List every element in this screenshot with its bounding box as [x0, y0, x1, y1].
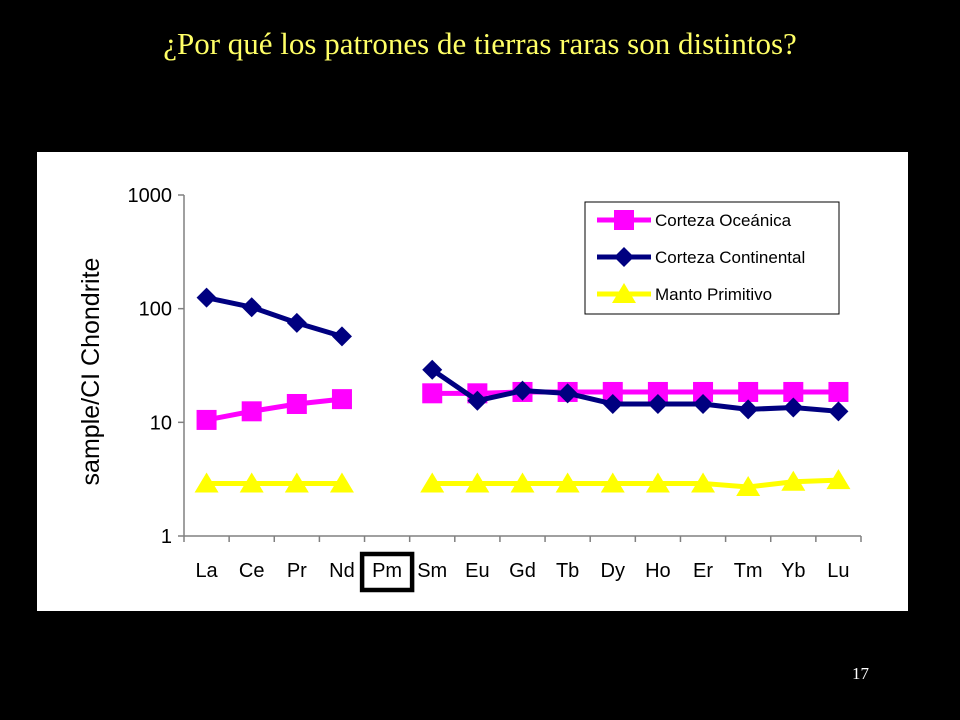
highlight-box	[359, 551, 415, 593]
data-point-manto-primitivo	[736, 475, 761, 496]
x-tick-label: Tm	[734, 560, 763, 582]
data-point-corteza-continental	[467, 390, 488, 411]
x-tick-label: Sm	[417, 560, 447, 582]
data-point-corteza-continental	[512, 380, 533, 401]
data-point-corteza-continental	[738, 399, 759, 420]
data-point-corteza-continental	[647, 393, 668, 414]
data-point-corteza-continental	[331, 326, 352, 347]
data-point-manto-primitivo	[510, 472, 535, 493]
x-tick-label: Tb	[556, 560, 579, 582]
data-point-manto-primitivo	[600, 472, 625, 493]
data-point-corteza-oceanica	[331, 389, 352, 410]
data-point-manto-primitivo	[465, 472, 490, 493]
x-tick-label: Nd	[329, 560, 355, 582]
y-tick-label: 1000	[128, 185, 173, 207]
y-tick-label: 100	[139, 299, 172, 321]
series-line-corteza-oceanica	[206, 396, 343, 423]
data-point-manto-primitivo	[284, 472, 309, 493]
data-point-corteza-oceanica	[602, 381, 623, 402]
data-point-manto-primitivo	[826, 469, 851, 490]
data-point-corteza-oceanica	[693, 381, 714, 402]
legend-entry: Corteza Oceánica	[655, 211, 792, 230]
legend-swatch-marker	[614, 210, 634, 230]
series-line-corteza-oceanica	[432, 389, 839, 396]
legend-entry: Corteza Continental	[655, 248, 805, 267]
data-point-corteza-oceanica	[422, 383, 443, 404]
data-point-corteza-oceanica	[647, 381, 668, 402]
x-tick-label: Lu	[827, 560, 849, 582]
x-tick-label: La	[195, 560, 218, 582]
x-tick-label: Eu	[465, 560, 489, 582]
x-tick-label: Gd	[509, 560, 536, 582]
series-line-corteza-continental	[206, 295, 343, 339]
data-point-manto-primitivo	[691, 472, 716, 493]
chart-panel: 1 10 100 1000 La Ce Pr Nd Pm Sm Eu Gd Tb Dy Ho Er Tm Yb Lu…	[37, 152, 908, 611]
data-point-corteza-continental	[286, 312, 307, 333]
legend-swatch-marker	[614, 247, 634, 267]
x-tick-label: Pm	[372, 560, 402, 582]
data-point-corteza-continental	[196, 287, 217, 308]
data-point-manto-primitivo	[239, 472, 264, 493]
x-tick-label: Er	[693, 560, 713, 582]
data-point-corteza-oceanica	[738, 381, 759, 402]
data-point-manto-primitivo	[329, 472, 354, 493]
legend-swatch-marker	[612, 283, 636, 303]
data-point-corteza-oceanica	[828, 381, 849, 402]
data-point-manto-primitivo	[781, 470, 806, 491]
data-point-corteza-oceanica	[241, 401, 262, 422]
page-number: 17	[852, 664, 869, 683]
data-point-manto-primitivo	[645, 472, 670, 493]
data-point-corteza-oceanica	[196, 409, 217, 430]
data-point-corteza-continental	[557, 383, 578, 404]
y-axis-label: sample/CI Chondrite	[77, 258, 105, 486]
x-tick-label: Dy	[601, 560, 625, 582]
x-tick-label: Pr	[287, 560, 307, 582]
data-point-corteza-continental	[828, 401, 849, 422]
slide-title: ¿Por qué los patrones de tierras raras s…	[163, 26, 797, 61]
series-line-manto-primitivo	[432, 477, 839, 490]
y-tick-label: 10	[150, 412, 172, 434]
ree-chart: 1 10 100 1000 La Ce Pr Nd Pm Sm Eu Gd Tb Dy Ho Er Tm Yb Lu…	[77, 185, 862, 593]
data-point-corteza-oceanica	[286, 393, 307, 414]
x-tick-label: Ho	[645, 560, 671, 582]
x-tick-label: Yb	[781, 560, 805, 582]
data-point-corteza-continental	[602, 393, 623, 414]
data-point-corteza-oceanica	[783, 381, 804, 402]
data-point-manto-primitivo	[420, 472, 445, 493]
series-line-corteza-continental	[430, 367, 839, 414]
legend-entry: Manto Primitivo	[655, 285, 772, 304]
data-point-manto-primitivo	[555, 472, 580, 493]
data-point-corteza-continental	[783, 397, 804, 418]
x-tick-label: Ce	[239, 560, 265, 582]
data-point-corteza-continental	[693, 393, 714, 414]
data-point-corteza-continental	[422, 359, 443, 380]
y-tick-label: 1	[161, 526, 172, 548]
data-point-manto-primitivo	[194, 472, 219, 493]
data-point-corteza-continental	[241, 297, 262, 318]
